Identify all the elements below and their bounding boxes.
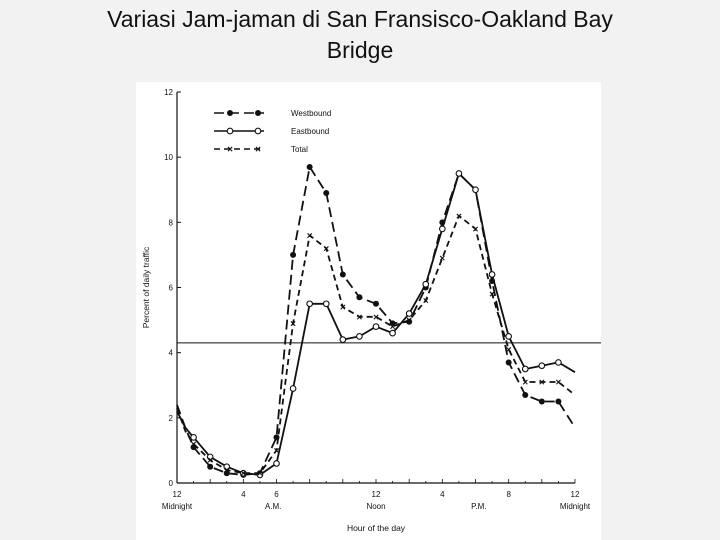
data-point-total: × — [323, 244, 329, 255]
data-point-westbound — [555, 398, 562, 405]
y-tick-label: 12 — [164, 88, 173, 97]
data-point-total: × — [390, 322, 396, 333]
data-point-eastbound — [190, 434, 197, 441]
data-point-total: × — [489, 290, 495, 301]
data-point-westbound — [207, 463, 214, 470]
x-tick-sublabel: Midnight — [162, 502, 193, 511]
chart-series: × × × × × × × × × × × × × × × × × × × × × × × — [176, 163, 576, 480]
y-tick-label: 4 — [169, 349, 174, 358]
data-point-eastbound — [538, 362, 546, 370]
data-point-eastbound — [289, 385, 297, 392]
data-point-total: × — [373, 312, 379, 323]
data-point-eastbound — [438, 225, 446, 233]
data-point-eastbound — [273, 460, 280, 467]
x-period-label: P.M. — [471, 502, 486, 511]
x-tick-label: 6 — [274, 490, 279, 499]
data-point-eastbound — [455, 170, 463, 177]
data-point-eastbound — [339, 336, 347, 343]
slide-title: Variasi Jam-jaman di San Fransisco-Oakla… — [60, 4, 660, 66]
data-point-total: × — [356, 312, 362, 323]
data-point-total: × — [191, 439, 197, 450]
traffic-line-chart: 0 2 4 6 8 10 12 12 Midnight 4 6 12 Noon 4 8 12 Midnight A… — [141, 88, 601, 533]
x-axis-title: Hour of the day — [347, 523, 406, 533]
y-tick-label: 2 — [169, 414, 174, 423]
y-tick-label: 10 — [164, 153, 173, 162]
data-point-eastbound — [372, 323, 380, 330]
x-tick-sublabel: Noon — [366, 502, 385, 511]
x-tick-label: 12 — [173, 490, 182, 499]
x-tick-label: 4 — [241, 490, 246, 499]
legend-marker-westbound — [255, 110, 261, 116]
data-point-westbound — [306, 163, 313, 170]
data-point-eastbound — [472, 186, 479, 194]
data-point-westbound — [290, 251, 297, 258]
data-point-total: × — [207, 456, 213, 467]
data-point-total: × — [307, 231, 313, 242]
y-tick-label: 0 — [169, 479, 174, 488]
data-point-total: × — [539, 377, 545, 388]
chart-figure: 0 2 4 6 8 10 12 12 Midnight 4 6 12 Noon 4 8 12 Midnight A… — [136, 82, 601, 540]
legend-label-eastbound: Eastbound — [291, 127, 329, 136]
legend-label-westbound: Westbound — [291, 109, 331, 118]
legend-marker-westbound — [227, 110, 233, 116]
data-point-total: × — [224, 465, 230, 476]
data-point-eastbound — [306, 300, 314, 308]
data-point-eastbound — [322, 300, 330, 308]
data-point-total: × — [555, 377, 561, 388]
series-line-total — [176, 214, 576, 475]
data-point-westbound — [522, 392, 529, 399]
data-point-westbound — [505, 359, 512, 366]
data-point-total: × — [473, 224, 479, 235]
data-point-total: × — [506, 345, 512, 356]
x-tick-label: 4 — [440, 490, 445, 499]
data-point-total: × — [522, 377, 528, 388]
x-period-label: A.M. — [265, 502, 281, 511]
data-point-westbound — [223, 470, 230, 477]
slide-title-line-2: Bridge — [326, 37, 394, 63]
data-point-total: × — [456, 211, 462, 222]
data-point-eastbound — [488, 271, 496, 278]
data-point-total: × — [423, 296, 429, 307]
data-point-eastbound — [505, 333, 513, 340]
data-point-total: × — [290, 319, 296, 330]
y-tick-label: 8 — [169, 218, 174, 227]
data-point-eastbound — [389, 329, 396, 337]
x-tick-label: 12 — [571, 490, 580, 499]
data-point-eastbound — [422, 280, 430, 288]
y-tick-label: 6 — [169, 284, 174, 293]
data-point-total: × — [340, 303, 346, 314]
legend-marker-total: × — [255, 145, 261, 156]
data-point-eastbound — [405, 310, 413, 317]
data-point-westbound — [323, 190, 330, 197]
chart-axes: 0 2 4 6 8 10 12 12 Midnight 4 6 12 Noon 4 8 12 Midnight A… — [162, 88, 601, 511]
data-point-eastbound — [555, 359, 562, 366]
data-point-total: × — [274, 446, 280, 457]
slide-title-line-1: Variasi Jam-jaman di San Fransisco-Oakla… — [107, 6, 613, 32]
legend-marker-eastbound — [254, 127, 262, 135]
data-point-westbound — [373, 300, 379, 307]
legend-label-total: Total — [291, 145, 308, 154]
data-point-eastbound — [521, 365, 529, 373]
data-point-westbound — [538, 398, 545, 405]
data-point-total: × — [406, 316, 412, 327]
x-tick-label: 12 — [372, 490, 381, 499]
x-tick-sublabel: Midnight — [560, 502, 591, 511]
data-point-eastbound — [356, 333, 363, 340]
data-point-westbound — [339, 271, 346, 278]
y-axis-title: Percent of daily traffic — [141, 246, 151, 328]
chart-legend: Westbound Eastbound × × Total — [214, 109, 331, 156]
data-point-westbound — [356, 294, 363, 301]
x-tick-label: 8 — [506, 490, 511, 499]
data-point-total: × — [240, 469, 246, 480]
legend-marker-eastbound — [226, 127, 234, 135]
data-point-westbound — [389, 320, 396, 327]
legend-marker-total: × — [227, 145, 233, 156]
data-point-total: × — [439, 254, 445, 265]
data-point-total: × — [257, 469, 263, 480]
